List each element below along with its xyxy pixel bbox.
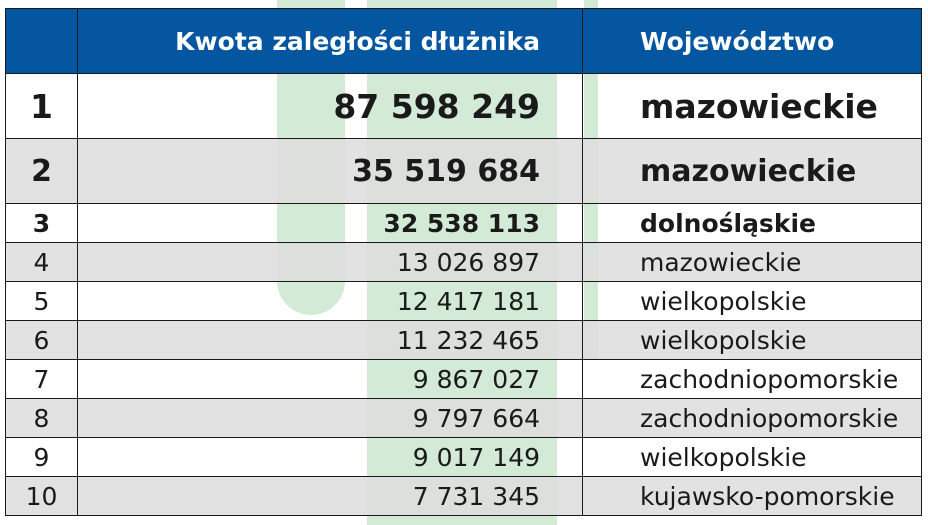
row-amount: 11 232 465 — [77, 320, 583, 360]
row-region: wielkopolskie — [582, 437, 922, 477]
table-row: 4 13 026 897 mazowieckie — [5, 242, 922, 282]
header-region: Województwo — [582, 8, 922, 74]
row-region: zachodniopomorskie — [582, 359, 922, 399]
table-row: 1 87 598 249 mazowieckie — [5, 73, 922, 139]
row-rank: 7 — [5, 359, 78, 399]
row-amount: 13 026 897 — [77, 242, 583, 282]
row-amount: 9 797 664 — [77, 398, 583, 438]
row-amount: 12 417 181 — [77, 281, 583, 321]
row-rank: 10 — [5, 476, 78, 516]
row-amount: 9 867 027 — [77, 359, 583, 399]
row-region: zachodniopomorskie — [582, 398, 922, 438]
table-row: 9 9 017 149 wielkopolskie — [5, 437, 922, 477]
header-amount: Kwota zaległości dłużnika — [77, 8, 583, 74]
row-rank: 9 — [5, 437, 78, 477]
row-rank: 6 — [5, 320, 78, 360]
row-rank: 3 — [5, 203, 78, 243]
row-amount: 35 519 684 — [77, 138, 583, 204]
row-rank: 4 — [5, 242, 78, 282]
row-amount: 32 538 113 — [77, 203, 583, 243]
table-row: 10 7 731 345 kujawsko-pomorskie — [5, 476, 922, 516]
row-amount: 87 598 249 — [77, 73, 583, 139]
row-region: mazowieckie — [582, 138, 922, 204]
row-rank: 1 — [5, 73, 78, 139]
row-amount: 9 017 149 — [77, 437, 583, 477]
row-region: mazowieckie — [582, 242, 922, 282]
table-row: 6 11 232 465 wielkopolskie — [5, 320, 922, 360]
row-rank: 5 — [5, 281, 78, 321]
table-row: 5 12 417 181 wielkopolskie — [5, 281, 922, 321]
row-region: kujawsko-pomorskie — [582, 476, 922, 516]
table-row: 2 35 519 684 mazowieckie — [5, 138, 922, 204]
table-row: 7 9 867 027 zachodniopomorskie — [5, 359, 922, 399]
header-index — [5, 8, 78, 74]
row-region: wielkopolskie — [582, 281, 922, 321]
row-region: dolnośląskie — [582, 203, 922, 243]
table-row: 3 32 538 113 dolnośląskie — [5, 203, 922, 243]
header-row: Kwota zaległości dłużnika Województwo — [5, 8, 922, 74]
row-rank: 2 — [5, 138, 78, 204]
row-region: mazowieckie — [582, 73, 922, 139]
row-region: wielkopolskie — [582, 320, 922, 360]
row-amount: 7 731 345 — [77, 476, 583, 516]
debtors-table: Kwota zaległości dłużnika Województwo 1 … — [5, 8, 922, 516]
table-row: 8 9 797 664 zachodniopomorskie — [5, 398, 922, 438]
row-rank: 8 — [5, 398, 78, 438]
